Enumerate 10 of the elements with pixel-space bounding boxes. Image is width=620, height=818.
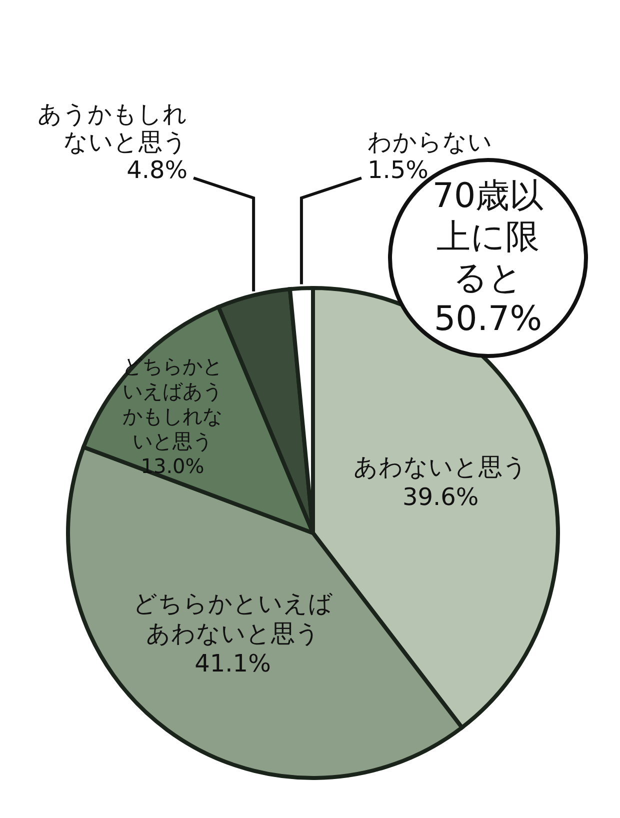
- slice-label: どちらかといえばあうかもしれないと思う: [122, 354, 223, 453]
- data-label: 4.8%: [126, 156, 188, 184]
- slice-label: あうかもしれないと思う: [38, 100, 188, 156]
- slice-label: わからない: [367, 128, 492, 156]
- slice-label: あわないと思う: [354, 452, 528, 481]
- data-label: 39.6%: [402, 482, 479, 511]
- data-label: 1.5%: [367, 156, 428, 184]
- data-label: 13.0%: [140, 454, 204, 478]
- slice-label: どちらかといえばあわないと思う: [132, 589, 333, 648]
- data-label: 41.1%: [194, 649, 271, 678]
